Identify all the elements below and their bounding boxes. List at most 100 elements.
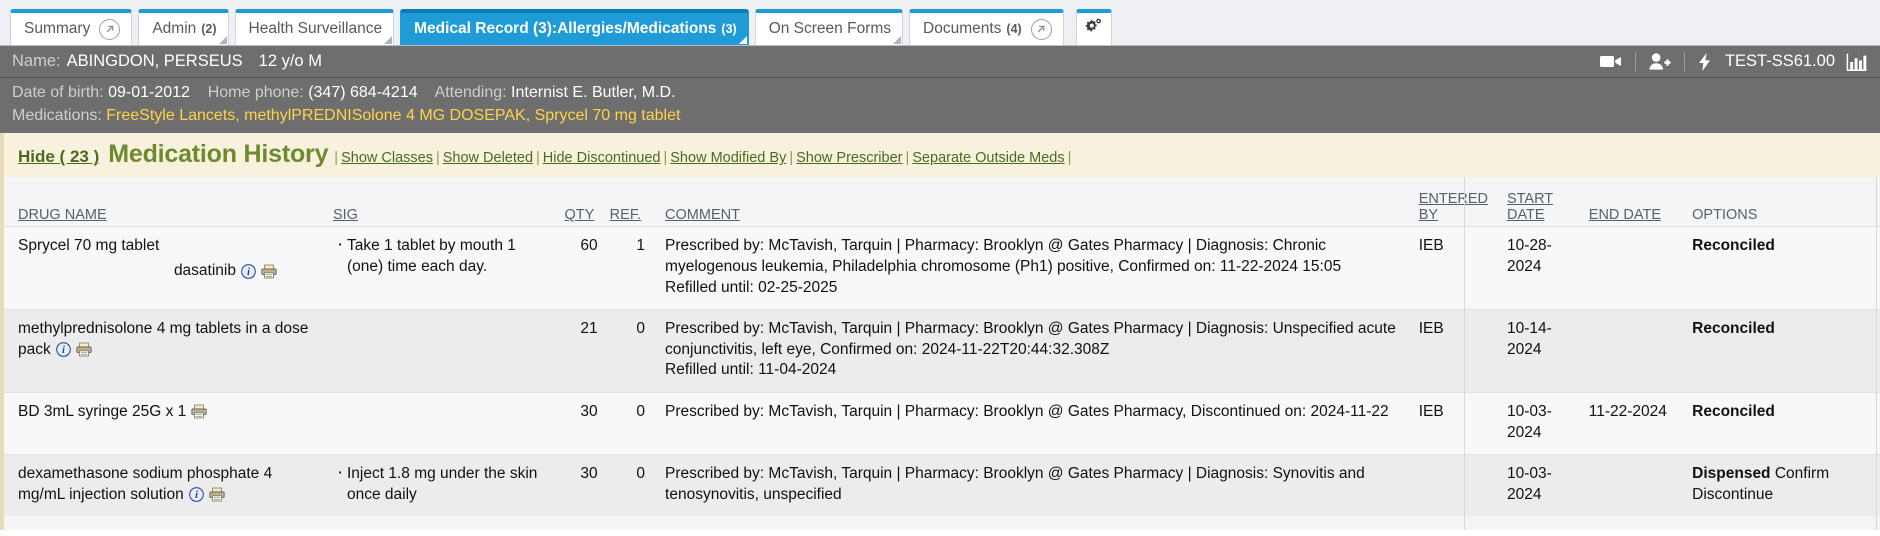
external-link-icon[interactable] <box>1030 18 1052 40</box>
drug-name-text: Sprycel 70 mg tablet <box>18 237 160 255</box>
sig-item: Take 1 tablet by mouth 1 (one) time each… <box>337 236 552 277</box>
comment-line: Prescribed by: McTavish, Tarquin | Pharm… <box>665 320 1396 358</box>
print-icon[interactable] <box>76 342 92 357</box>
cell-start-date: 10-03-2024 <box>1500 392 1583 455</box>
add-patient-icon[interactable] <box>1649 53 1671 70</box>
cell-drug-name: BD 3mL syringe 25G x 1 <box>4 392 327 455</box>
cell-options: Dispensed Confirm Discontinue <box>1686 454 1880 517</box>
cell-comment: Prescribed by: McTavish, Tarquin | Pharm… <box>659 454 1413 517</box>
print-icon[interactable] <box>209 487 225 502</box>
header-comment[interactable]: COMMENT <box>659 177 1413 227</box>
sig-item: Inject 1.8 mg under the skin once daily <box>337 464 552 505</box>
cell-entered-by: IEB <box>1412 226 1501 310</box>
medications-label: Medications: <box>12 107 102 125</box>
patient-details-rows: Date of birth: 09-01-2012 Home phone: (3… <box>0 78 1880 133</box>
phone-label: Home phone: <box>207 84 304 101</box>
sig-list: Inject 1.8 mg under the skin once daily <box>333 464 552 505</box>
phone-value: (347) 684-4214 <box>308 84 418 101</box>
link-separate-outside-meds[interactable]: Separate Outside Meds <box>912 150 1065 167</box>
comment-line: Prescribed by: McTavish, Tarquin | Pharm… <box>665 237 1342 275</box>
option-dispensed: Dispensed <box>1692 465 1771 483</box>
svg-text:i: i <box>62 345 65 356</box>
cell-end-date <box>1582 226 1687 310</box>
cell-start-date: 10-03-2024 <box>1500 454 1583 517</box>
tab-on-screen-forms[interactable]: On Screen Forms <box>754 9 904 45</box>
table-row: Sprycel 70 mg tablet dasatinib i Take 1 tab… <box>4 226 1880 310</box>
tab-count: (2) <box>201 22 217 36</box>
tab-documents[interactable]: Documents (4) <box>909 9 1064 45</box>
video-camera-icon[interactable] <box>1599 54 1622 69</box>
header-ref[interactable]: REF. <box>603 177 660 227</box>
tab-corner-icon <box>738 36 747 44</box>
link-show-classes[interactable]: Show Classes <box>341 150 433 167</box>
info-icon[interactable]: i <box>55 341 71 357</box>
print-icon[interactable] <box>191 404 207 419</box>
table-body: Sprycel 70 mg tablet dasatinib i Take 1 tab… <box>4 226 1880 517</box>
drug-row-icons: i <box>188 487 225 502</box>
tab-corner-icon <box>218 36 227 44</box>
cell-sig <box>326 392 559 455</box>
tab-admin[interactable]: Admin (2) <box>138 9 229 45</box>
link-show-modified-by[interactable]: Show Modified By <box>670 150 787 167</box>
header-drug-name[interactable]: DRUG NAME <box>4 177 327 227</box>
patient-age-sex: 12 y/o M <box>258 52 322 70</box>
drug-name-text: dexamethasone sodium phosphate 4 mg/mL i… <box>18 465 273 503</box>
header-options: OPTIONS <box>1686 177 1880 227</box>
settings-button[interactable] <box>1075 9 1112 45</box>
attending-value: Internist E. Butler, M.D. <box>511 84 676 101</box>
cell-drug-name: Sprycel 70 mg tablet dasatinib i <box>4 226 327 310</box>
table-row: methylprednisolone 4 mg tablets in a dos… <box>4 309 1880 393</box>
sig-list: Take 1 tablet by mouth 1 (one) time each… <box>333 236 552 277</box>
tab-summary[interactable]: Summary <box>10 9 133 45</box>
option-discontinue[interactable]: Discontinue <box>1692 485 1774 503</box>
tab-label: Admin <box>152 20 197 37</box>
cell-sig <box>326 309 559 393</box>
medication-history-toolbar: Hide ( 23 ) Medication History | Show Cla… <box>0 133 1880 178</box>
header-sig[interactable]: SIG <box>326 177 559 227</box>
medication-table-container: DRUG NAME SIG QTY REF. COMMENT ENTERED BY… <box>0 177 1880 531</box>
print-icon[interactable] <box>261 264 277 279</box>
cell-qty: 30 <box>558 454 604 517</box>
bar-chart-icon[interactable] <box>1846 53 1868 71</box>
generic-name-row: dasatinib i <box>18 261 321 282</box>
cell-qty: 21 <box>558 309 604 393</box>
header-entered-by[interactable]: ENTERED BY <box>1412 177 1501 227</box>
medication-history-table: DRUG NAME SIG QTY REF. COMMENT ENTERED BY… <box>4 177 1880 517</box>
tab-bar: Summary Admin (2) Health Surveillance Me… <box>0 0 1880 46</box>
table-row: dexamethasone sodium phosphate 4 mg/mL i… <box>4 454 1880 517</box>
option-reconciled: Reconciled <box>1692 320 1775 338</box>
cell-qty: 60 <box>558 226 604 310</box>
cell-options: Reconciled <box>1686 226 1880 310</box>
cell-options: Reconciled <box>1686 392 1880 455</box>
hide-link[interactable]: Hide ( 23 ) <box>18 147 100 167</box>
tab-corner-icon <box>893 36 902 44</box>
comment-line: Prescribed by: McTavish, Tarquin | Pharm… <box>665 403 1389 421</box>
name-label: Name: <box>12 52 61 70</box>
generic-name-text: dasatinib <box>173 261 236 279</box>
drug-row-icons: i <box>55 341 92 357</box>
link-show-prescriber[interactable]: Show Prescriber <box>796 150 903 167</box>
link-hide-discontinued[interactable]: Hide Discontinued <box>542 150 661 167</box>
link-show-deleted[interactable]: Show Deleted <box>442 150 534 167</box>
header-end-date[interactable]: END DATE <box>1582 177 1687 227</box>
tab-count: (3) <box>721 22 737 36</box>
cell-ref: 0 <box>603 392 660 455</box>
tab-health-surveillance[interactable]: Health Surveillance <box>234 9 395 45</box>
option-confirm[interactable]: Confirm <box>1774 465 1830 483</box>
header-qty[interactable]: QTY <box>558 177 604 227</box>
toolbar-links: | Show Classes | Show Deleted | Hide Disconti… <box>334 150 1072 167</box>
header-start-date[interactable]: START DATE <box>1500 177 1583 227</box>
comment-line: Refilled until: 02-25-2025 <box>665 278 838 296</box>
drug-name-text: BD 3mL syringe 25G x 1 <box>18 403 187 421</box>
cell-comment: Prescribed by: McTavish, Tarquin | Pharm… <box>659 309 1413 393</box>
cell-entered-by: IEB <box>1412 392 1501 455</box>
tab-label: Medical Record (3):Allergies/Medications <box>414 20 717 37</box>
patient-name: ABINGDON, PERSEUS <box>66 52 243 70</box>
info-icon[interactable]: i <box>188 487 204 502</box>
lightning-bolt-icon[interactable] <box>1698 52 1712 71</box>
info-icon[interactable]: i <box>241 263 256 279</box>
dob-label: Date of birth: <box>12 84 104 101</box>
tab-medical-record[interactable]: Medical Record (3):Allergies/Medications… <box>400 9 749 45</box>
cell-ref: 0 <box>603 309 660 393</box>
external-link-icon[interactable] <box>99 18 121 40</box>
